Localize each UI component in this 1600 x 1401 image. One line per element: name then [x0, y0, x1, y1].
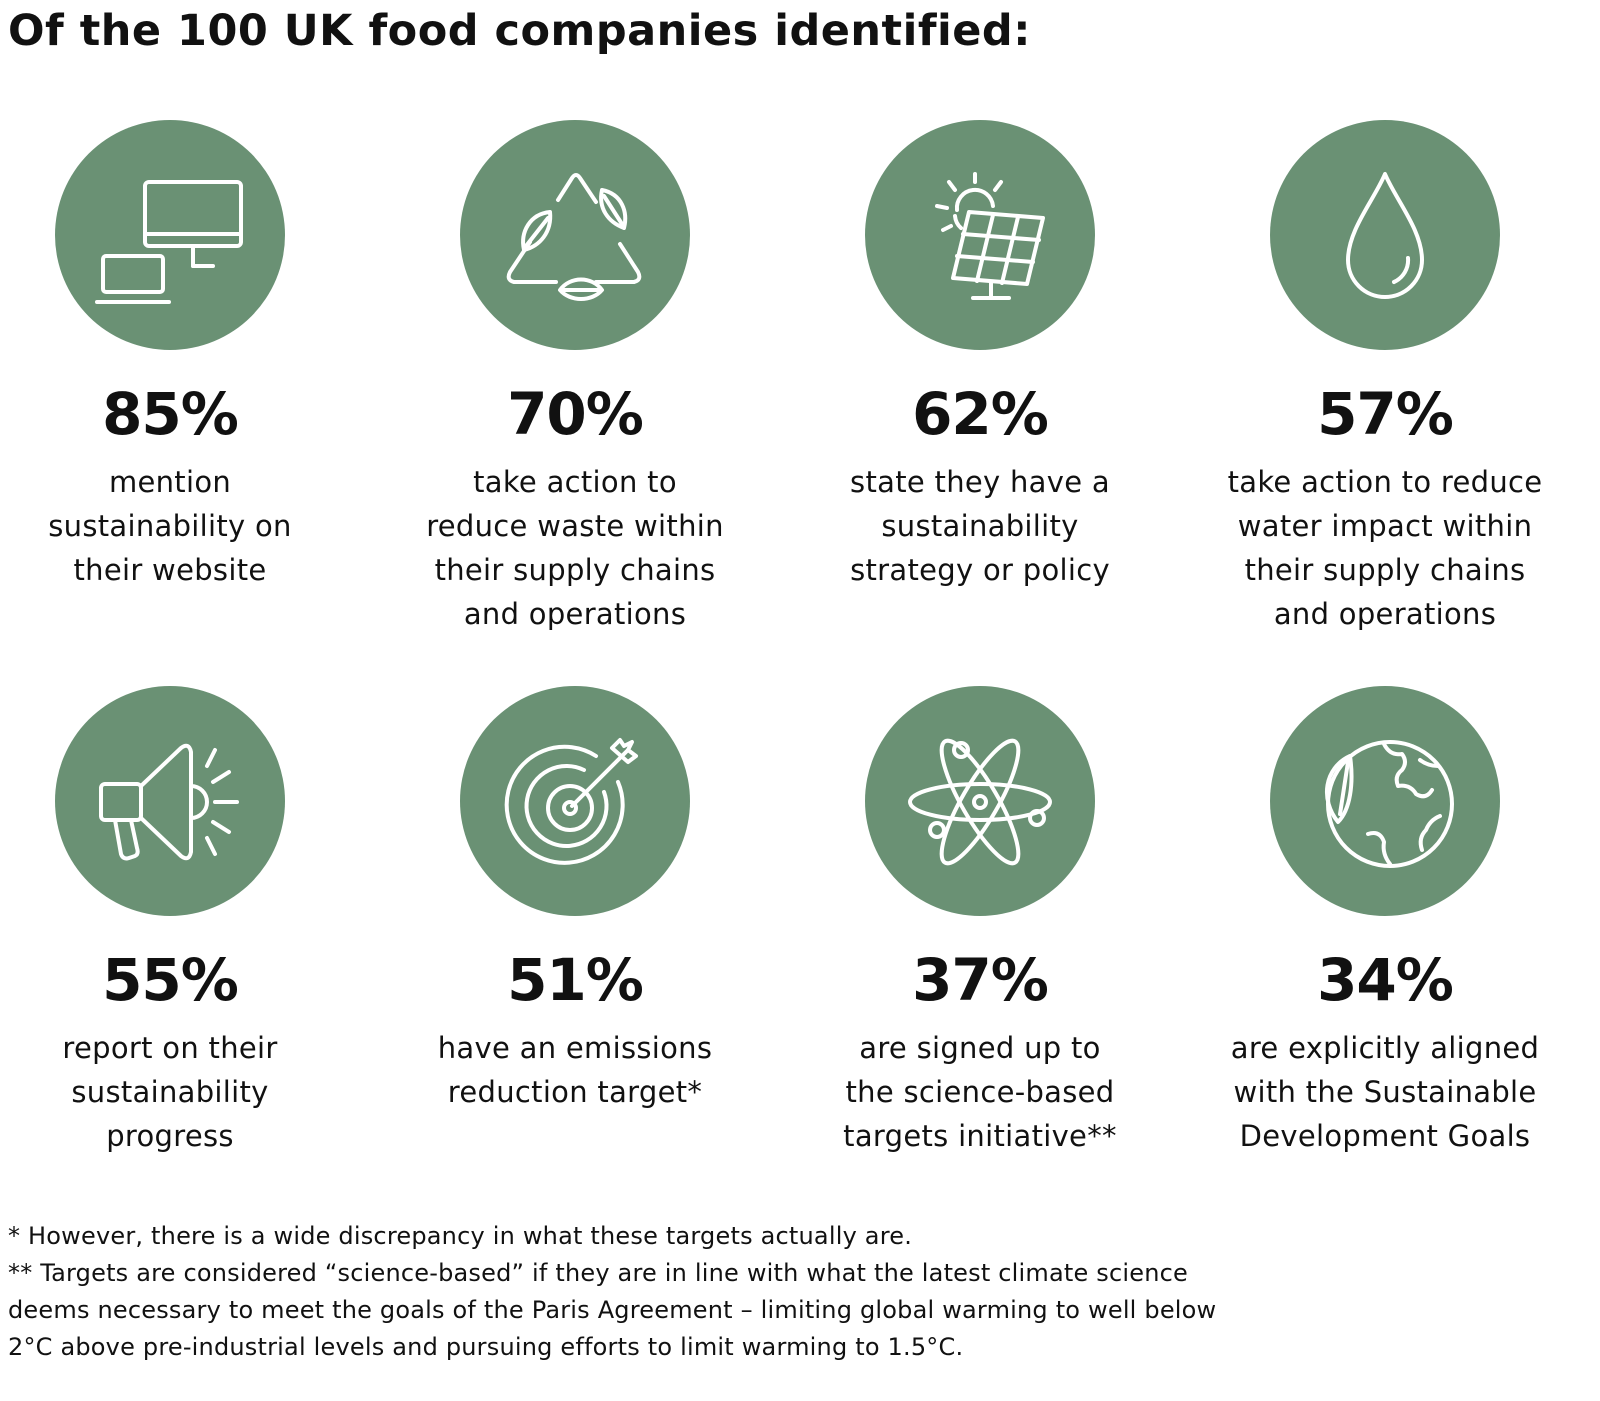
- stat-water: 57% take action to reduce water impact w…: [1185, 120, 1585, 636]
- stat-percent: 34%: [1317, 946, 1454, 1014]
- icon-circle: [460, 686, 690, 916]
- icon-circle: [460, 120, 690, 350]
- solar-panel-icon: [935, 172, 1045, 300]
- stat-strategy: 62% state they have a sustainability str…: [780, 120, 1180, 592]
- stat-percent: 57%: [1317, 380, 1454, 448]
- computer-laptop-icon: [95, 180, 243, 304]
- stat-website: 85% mention sustainability on their webs…: [0, 120, 370, 592]
- stat-sbti: 37% are signed up to the science-based t…: [780, 686, 1180, 1158]
- icon-circle: [865, 120, 1095, 350]
- footnote-line: ** Targets are considered “science-based…: [8, 1259, 1189, 1287]
- icon-circle: [1270, 120, 1500, 350]
- footnote-line: deems necessary to meet the goals of the…: [8, 1296, 1217, 1324]
- stat-description: mention sustainability on their website: [48, 465, 292, 587]
- icon-circle: [55, 120, 285, 350]
- stat-description: are explicitly aligned with the Sustaina…: [1230, 1031, 1540, 1153]
- stat-description: take action to reduce waste within their…: [426, 465, 724, 631]
- stat-emissions: 51% have an emissions reduction target*: [375, 686, 775, 1114]
- recycle-leaves-icon: [506, 173, 642, 301]
- stat-percent: 62%: [912, 380, 1049, 448]
- stat-percent: 51%: [507, 946, 644, 1014]
- footnote-line: 2°C above pre-industrial levels and purs…: [8, 1333, 964, 1361]
- stat-reporting: 55% report on their sustainability progr…: [0, 686, 370, 1158]
- stat-percent: 70%: [507, 380, 644, 448]
- megaphone-icon: [99, 743, 239, 861]
- footnote-line: * However, there is a wide discrepancy i…: [8, 1222, 913, 1250]
- globe-leaf-icon: [1324, 740, 1454, 868]
- stat-description: report on their sustainability progress: [62, 1031, 278, 1153]
- icon-circle: [55, 686, 285, 916]
- stat-description: have an emissions reduction target*: [437, 1031, 713, 1109]
- stat-sdgs: 34% are explicitly aligned with the Sust…: [1185, 686, 1585, 1158]
- stat-waste: 70% take action to reduce waste within t…: [375, 120, 775, 636]
- footnotes: * However, there is a wide discrepancy i…: [8, 1218, 1568, 1366]
- atom-icon: [908, 738, 1052, 866]
- target-icon: [504, 738, 638, 865]
- stat-percent: 55%: [102, 946, 239, 1014]
- stat-description: are signed up to the science-based targe…: [843, 1031, 1117, 1153]
- stat-description: state they have a sustainability strateg…: [850, 465, 1110, 587]
- stat-percent: 37%: [912, 946, 1049, 1014]
- page-title: Of the 100 UK food companies identified:: [8, 6, 1031, 56]
- water-drop-icon: [1346, 172, 1424, 299]
- icon-circle: [1270, 686, 1500, 916]
- stat-description: take action to reduce water impact withi…: [1227, 465, 1543, 631]
- stat-percent: 85%: [102, 380, 239, 448]
- icon-circle: [865, 686, 1095, 916]
